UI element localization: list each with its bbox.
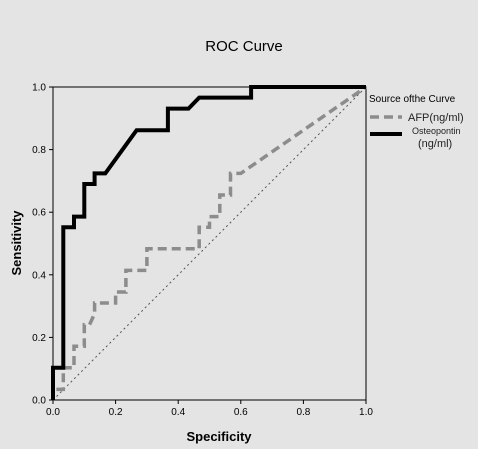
y-tick-label: 1.0 (32, 83, 46, 94)
x-tick-label: 0.6 (234, 407, 248, 418)
y-tick-label: 0.2 (32, 333, 46, 344)
chart-title: ROC Curve (205, 38, 283, 55)
y-tick-label: 0.8 (32, 145, 46, 156)
legend: Source ofthe Curve AFP(ng/ml) Osteopontin… (369, 94, 464, 150)
x-tick-label: 0.2 (109, 407, 123, 418)
y-tick-label: 0.4 (32, 270, 46, 281)
legend-label-osteopontin: Osteopontin (ng/ml) (412, 126, 461, 150)
x-axis-label: Specificity (186, 429, 252, 444)
x-tick-label: 0.4 (171, 407, 185, 418)
series-line-0 (51, 85, 367, 400)
series-lines (51, 85, 367, 401)
x-tick-label: 0.8 (296, 407, 310, 418)
y-axis-label: Sensitivity (9, 210, 24, 276)
legend-label-osteopontin-line2: (ng/ml) (418, 138, 452, 150)
series-line-1 (51, 85, 366, 400)
legend-title: Source ofthe Curve (369, 94, 456, 105)
x-tick-label: 0.0 (46, 407, 60, 418)
y-tick-label: 0.0 (32, 396, 46, 407)
legend-label-afp: AFP(ng/ml) (408, 112, 464, 124)
series-line-2 (52, 86, 367, 401)
y-tick-label: 0.6 (32, 208, 46, 219)
axis-ticks: 0.0 0.2 0.4 0.6 0.8 1.0 0.0 0.2 0.4 0.6 0.8 1.0 (32, 83, 373, 419)
x-tick-label: 1.0 (359, 407, 373, 418)
legend-label-osteopontin-line1: Osteopontin (412, 126, 461, 136)
